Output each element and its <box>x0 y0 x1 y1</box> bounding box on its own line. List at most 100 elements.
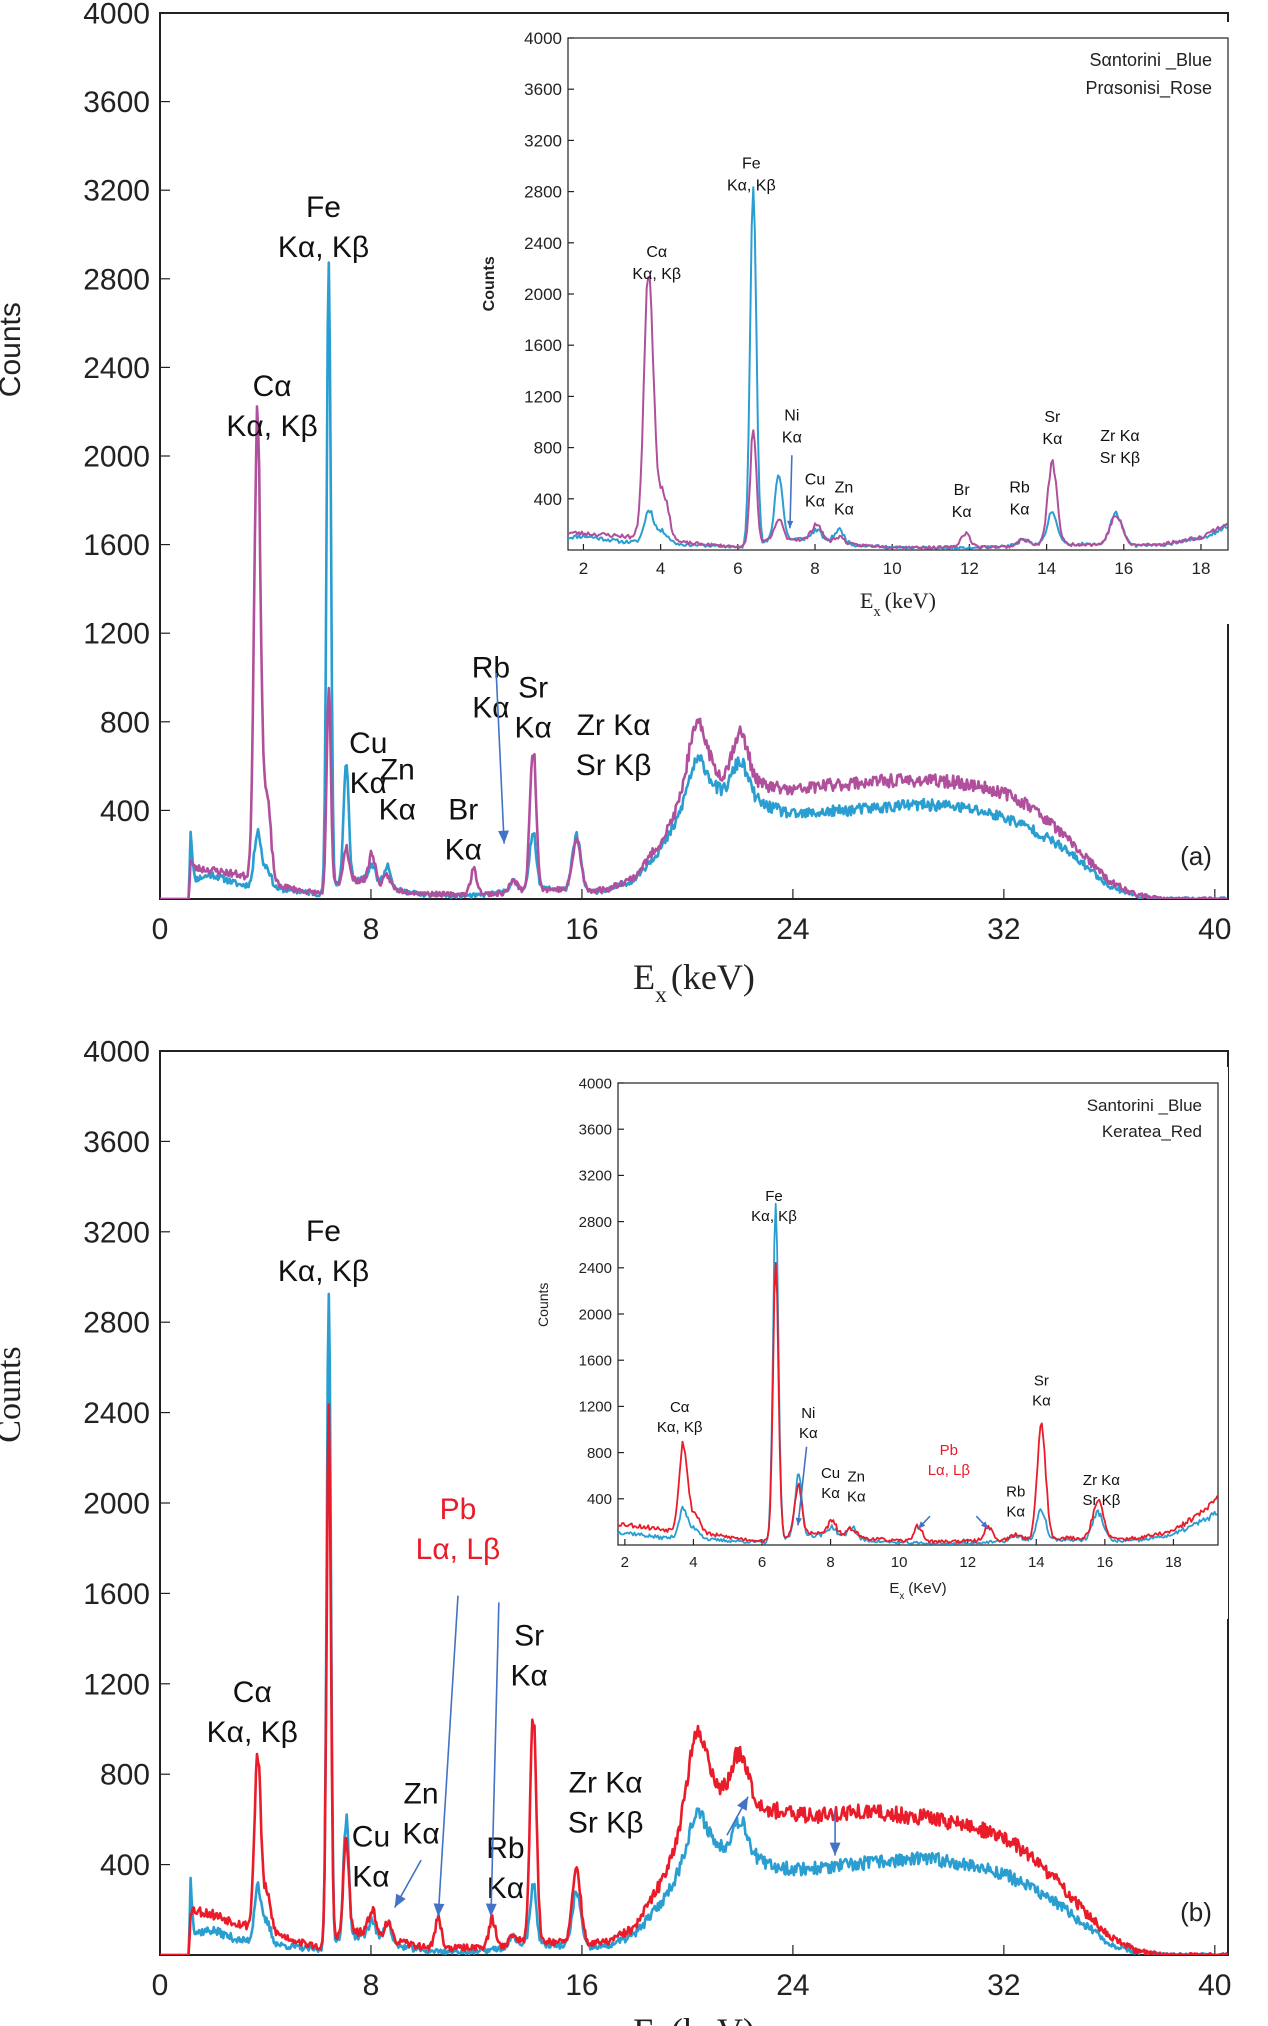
panel-b-inset-legend: Santorini _Blue Keratea_Red <box>1087 1096 1202 1141</box>
panel-a-main-annotation: Rb Kα <box>472 652 510 725</box>
panel-b-main-annotation: Cα Kα, Kβ <box>207 1676 298 1749</box>
panel-a-main-y-ticks: 400 800 1200 1600 2000 2400 2800 3200 3600 4000 <box>83 0 170 828</box>
panel-b-main-x-tick-label: 40 <box>1198 1969 1231 2002</box>
panel-a-main-y-tick-label: 4000 <box>83 0 150 31</box>
panel-a-inset-x-tick-label: 16 <box>1114 559 1133 578</box>
panel-a-main-annotation-text: Cα <box>253 370 292 403</box>
panel-b-main-y-tick-label: 1600 <box>83 1578 150 1611</box>
panel-b-inset-annotation: Pb Lα, Lβ <box>928 1442 971 1479</box>
panel-a-main-series-magenta <box>160 405 1228 899</box>
panel-b-inset-annotation: Zr Kα Sr Kβ <box>1083 1472 1121 1509</box>
panel-a-y-axis-label: Counts <box>0 302 27 397</box>
panel-b-main-annotation-text: Cα <box>233 1676 272 1709</box>
panel-a-main-arrow-shaft <box>495 673 505 844</box>
panel-b-main-y-tick-label: 1200 <box>83 1668 150 1701</box>
panel-a-main-y-tick-label: 1600 <box>83 529 150 562</box>
panel-b-inset-annotation-text: Rb <box>1006 1483 1025 1500</box>
panel-b-main-arrow-head <box>433 1903 445 1917</box>
panel-a-inset-y-tick-label: 2400 <box>524 234 562 253</box>
panel-a-inset-annotation-text: Zr Kα <box>1100 428 1139 445</box>
panel-a-main-annotation: Fe Kα, Kβ <box>278 191 369 264</box>
panel-b-main-annotation-text: Kα <box>402 1818 439 1851</box>
panel-a-main-x-tick-label: 16 <box>565 913 598 946</box>
panel-b-inset-annotation: Zn Kα <box>847 1468 866 1505</box>
panel-a-inset-y-tick-label: 4000 <box>524 29 562 48</box>
panel-a-inset-x-tick-label: 10 <box>883 559 902 578</box>
panel-a-main-x-ticks: 0 8 16 24 32 40 <box>152 889 1232 946</box>
panel-b-inset-annotation: Sr Kα <box>1032 1373 1051 1410</box>
panel-b-inset-annotation-text: Sr Kβ <box>1083 1492 1121 1509</box>
panel-b-inset-y-tick-label: 2800 <box>579 1214 612 1231</box>
panel-b-inset-annotation: Cα Kα, Kβ <box>657 1399 703 1436</box>
panel-b-inset-legend-entry: Keratea_Red <box>1102 1122 1202 1141</box>
panel-a-inset-annotation-text: Kα, Kβ <box>632 266 681 283</box>
panel-a-inset-y-tick-label: 2000 <box>524 285 562 304</box>
panel-b-inset-annotation-text: Cα <box>670 1399 690 1416</box>
panel-a-main-y-tick-label: 3600 <box>83 86 150 119</box>
panel-a-inset-legend-entry: Sαntorini _Blue <box>1090 50 1212 71</box>
panel-b-main-x-ticks: 0 8 16 24 32 40 <box>152 1945 1232 2002</box>
panel-b-main-arrow-shaft <box>437 1595 459 1917</box>
panel-b-main-annotation-text: Kα <box>511 1659 548 1692</box>
panel-b-inset-x-tick-label: 8 <box>826 1554 834 1571</box>
panel-a-inset-x-ticks: 2 4 6 8 10 12 14 16 18 <box>579 544 1210 578</box>
panel-b-main-annotation-text: Fe <box>306 1215 341 1248</box>
panel-a-main-y-tick-label: 2800 <box>83 263 150 296</box>
panel-a-inset-annotation-text: Kα <box>805 494 825 511</box>
panel-b-main-annotation-text: Cu <box>352 1821 390 1854</box>
panel-b-inset-x-ticks: 2 4 6 8 10 12 14 16 18 <box>621 1539 1182 1571</box>
panel-b-inset-series-blue <box>618 1202 1218 1545</box>
panel-a-inset-x-tick-label: 14 <box>1037 559 1056 578</box>
panel-a-main-x-tick-label: 24 <box>776 913 809 946</box>
panel-b-main-y-tick-label: 2800 <box>83 1307 150 1340</box>
panel-b-main-x-tick-label: 16 <box>565 1969 598 2002</box>
panel-b-main-arrow-head <box>829 1842 841 1856</box>
panel-a-main-annotation-text: Kα, Kβ <box>278 231 369 264</box>
panel-a-inset: 400 800 1200 1600 2000 2400 2800 3200 3600 4000 2 4… <box>478 22 1238 624</box>
panel-b-inset-annotation: Cu Kα <box>821 1465 840 1502</box>
panel-b-main-annotation-text: Pb <box>440 1493 477 1526</box>
panel-b-inset-annotation-text: Ni <box>801 1405 815 1422</box>
panel-b-main-x-tick-label: 8 <box>363 1969 380 2002</box>
panel-a-inset-legend-entry: Prαsonisi_Rose <box>1086 78 1212 99</box>
panel-b-inset-annotation-text: Zn <box>848 1468 866 1485</box>
panel-b-main-x-tick-label: 0 <box>152 1969 169 2002</box>
panel-a-inset-y-axis-label: Counts <box>481 256 498 311</box>
panel-b-inset-x-tick-label: 14 <box>1028 1554 1045 1571</box>
panel-a-inset-x-tick-label: 6 <box>733 559 742 578</box>
panel-b-main-annotation: Zr Kα Sr Kβ <box>568 1766 644 1839</box>
panel-b-inset-annotation: Fe Kα, Kβ <box>751 1188 797 1225</box>
panel-b-inset-y-tick-label: 2400 <box>579 1260 612 1277</box>
panel-a-main-annotation: Sr Kα <box>514 671 551 744</box>
panel-a-main-y-tick-label: 400 <box>100 795 150 828</box>
panel-b-inset-y-tick-label: 3200 <box>579 1168 612 1185</box>
panel-a-inset-annotation-text: Kα <box>1010 501 1030 518</box>
panel-b-main-y-tick-label: 2400 <box>83 1397 150 1430</box>
panel-b-main-y-tick-label: 3600 <box>83 1126 150 1159</box>
panel-b-inset-annotation-text: Cu <box>821 1465 840 1482</box>
panel-b-inset-y-axis-label: Counts <box>535 1283 551 1327</box>
panel-a-inset-annotation-text: Fe <box>742 156 761 173</box>
panel-a-inset-annotation: Sr Kα <box>1042 409 1062 448</box>
panel-a-inset-annotation: Zr Kα Sr Kβ <box>1100 428 1140 467</box>
panel-a-inset-annotation-text: Ni <box>784 408 799 425</box>
panel-a-inset-annotation: Cu Kα <box>805 472 825 511</box>
panel-a-inset-annotation-text: Rb <box>1009 479 1030 496</box>
panel-b-inset-x-tick-label: 6 <box>758 1554 766 1571</box>
panel-a-main-annotation: Zr Kα Sr Kβ <box>576 709 652 782</box>
panel-a-main-x-tick-label: 40 <box>1198 913 1231 946</box>
panel-a-main-annotation-text: Sr Kβ <box>576 749 652 782</box>
panel-b-main-arrow-head <box>485 1903 497 1917</box>
panel-a-inset-annotation-text: Cα <box>646 244 667 261</box>
panel-b-main-annotation-text: Zn <box>404 1778 439 1811</box>
panel-b-inset-annotation-text: Pb <box>940 1442 958 1459</box>
panel-a-inset-annotation-text: Kα <box>1042 431 1062 448</box>
panel-a-inset-series <box>568 186 1228 550</box>
panel-a-inset-series-magenta <box>568 276 1228 550</box>
panel-b-inset-x-tick-label: 18 <box>1165 1554 1182 1571</box>
panel-b-inset-annotation: Ni Kα <box>799 1405 818 1442</box>
panel-b-main-annotation: Pb Lα, Lβ <box>416 1493 501 1566</box>
panel-a-inset-plot-frame <box>567 37 1229 551</box>
panel-b-inset-arrow-head <box>918 1521 926 1529</box>
panel-a-inset-annotation: Ni Kα <box>782 408 802 447</box>
